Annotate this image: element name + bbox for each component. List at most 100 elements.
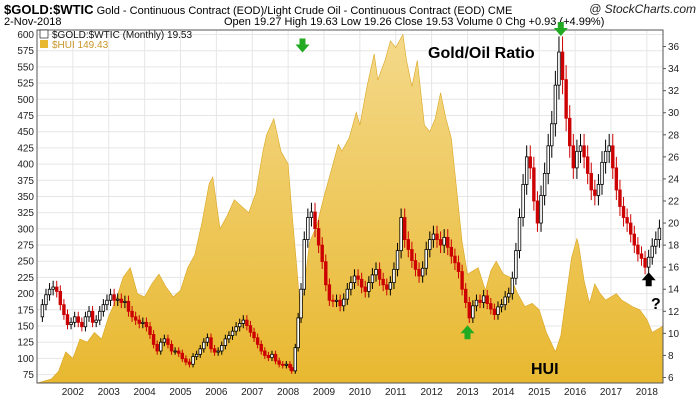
ratio-candle bbox=[646, 256, 651, 268]
ratio-candle bbox=[87, 310, 91, 318]
x-tick-label: 2009 bbox=[313, 387, 336, 398]
ratio-candle bbox=[205, 337, 210, 343]
left-tick-label: 600 bbox=[17, 30, 34, 41]
left-tick-label: 225 bbox=[17, 273, 34, 284]
right-tick-label: 34 bbox=[668, 64, 680, 75]
ratio-candle bbox=[456, 262, 461, 272]
ratio-candle bbox=[564, 79, 568, 119]
hui-label: HUI bbox=[531, 361, 559, 378]
ratio-candle bbox=[460, 271, 464, 290]
ratio-candle bbox=[550, 123, 554, 147]
ratio-candle bbox=[621, 206, 626, 218]
ohlc-readout: Open 19.27 High 19.63 Low 19.26 Close 19… bbox=[224, 16, 605, 28]
ratio-candle bbox=[420, 267, 425, 277]
ratio-candle bbox=[399, 217, 403, 252]
arrow-markers bbox=[295, 22, 656, 340]
x-tick-label: 2014 bbox=[492, 387, 515, 398]
ratio-candle bbox=[539, 195, 543, 224]
ratio-candle bbox=[327, 284, 332, 301]
legend-swatch-ratio bbox=[39, 29, 49, 39]
ratio-candle bbox=[607, 145, 611, 152]
ratio-candle bbox=[650, 245, 654, 258]
ratio-candle bbox=[578, 145, 583, 152]
ratio-candle bbox=[248, 325, 253, 333]
ratio-candle bbox=[270, 353, 274, 359]
ratio-candle bbox=[230, 330, 235, 336]
ratio-candle bbox=[58, 291, 63, 306]
left-axis-hui: 75 100 125 150 175 200 225 250 275 300 325 350 375 40… bbox=[17, 30, 34, 381]
ratio-candle bbox=[296, 317, 300, 349]
ratio-candle bbox=[202, 341, 206, 350]
x-tick-label: 2013 bbox=[456, 387, 479, 398]
x-tick-label: 2018 bbox=[636, 387, 659, 398]
ratio-candle bbox=[169, 343, 174, 352]
ratio-candle bbox=[220, 345, 224, 352]
ratio-candle bbox=[290, 367, 294, 372]
right-tick-label: 22 bbox=[668, 196, 680, 207]
ratio-candle bbox=[288, 363, 292, 368]
arrow-down-icon bbox=[553, 22, 568, 36]
ratio-candle bbox=[625, 217, 629, 224]
ratio-candle bbox=[542, 173, 547, 196]
ratio-candle bbox=[216, 350, 220, 353]
plot-frame bbox=[36, 29, 664, 384]
ratio-candle bbox=[105, 299, 109, 306]
ratio-candle bbox=[600, 161, 604, 185]
ratio-candle bbox=[492, 308, 497, 316]
ratio-candle bbox=[273, 353, 278, 362]
ratio-candle bbox=[263, 350, 267, 356]
left-tick-label: 150 bbox=[17, 322, 34, 333]
ratio-candle bbox=[184, 358, 188, 363]
symbol-label: $GOLD:$WTIC bbox=[4, 2, 94, 17]
left-tick-label: 425 bbox=[17, 143, 34, 154]
ratio-candle bbox=[377, 268, 382, 280]
ratio-candle bbox=[108, 294, 113, 301]
ratio-candle bbox=[568, 117, 572, 147]
ratio-candle bbox=[166, 338, 170, 345]
left-tick-label: 375 bbox=[17, 176, 34, 187]
ratio-candle bbox=[277, 360, 281, 365]
ratio-candle bbox=[517, 217, 522, 252]
ratio-candle bbox=[352, 275, 357, 284]
ratio-candle bbox=[180, 352, 184, 360]
ratio-candle bbox=[55, 286, 59, 292]
ratio-candle bbox=[575, 150, 579, 169]
ratio-candle bbox=[571, 145, 576, 169]
ratio-candle bbox=[611, 145, 615, 169]
ratio-candle bbox=[123, 300, 127, 303]
ratio-candle bbox=[237, 323, 242, 328]
ratio-candle bbox=[245, 319, 249, 327]
x-tick-label: 2012 bbox=[420, 387, 443, 398]
ratio-candle bbox=[342, 298, 346, 307]
ratio-candle bbox=[101, 304, 106, 312]
ratio-candle bbox=[259, 343, 263, 352]
ratio-candle bbox=[98, 310, 102, 321]
stockcharts-logo: @ StockCharts.com bbox=[589, 2, 696, 16]
right-tick-label: 20 bbox=[668, 219, 680, 230]
x-tick-label: 2010 bbox=[349, 387, 372, 398]
ratio-candle bbox=[252, 331, 256, 339]
right-tick-label: 6 bbox=[668, 373, 674, 384]
left-tick-label: 575 bbox=[17, 46, 34, 57]
legend-hui: $HUI 149.43 bbox=[52, 40, 109, 51]
x-tick-label: 2015 bbox=[528, 387, 551, 398]
right-tick-label: 18 bbox=[668, 241, 680, 252]
right-tick-label: 30 bbox=[668, 108, 680, 119]
ratio-candle bbox=[514, 250, 518, 279]
left-tick-label: 550 bbox=[17, 62, 34, 73]
ratio-candle bbox=[266, 355, 271, 359]
left-tick-label: 175 bbox=[17, 305, 34, 316]
right-tick-label: 14 bbox=[668, 285, 680, 296]
ratio-candle bbox=[133, 316, 138, 321]
ratio-candle bbox=[162, 338, 167, 343]
ratio-candle bbox=[657, 227, 662, 240]
ratio-candle bbox=[338, 299, 342, 307]
ratio-candle bbox=[356, 275, 360, 280]
ratio-candle bbox=[223, 338, 228, 346]
x-tick-label: 2002 bbox=[62, 387, 85, 398]
left-tick-label: 525 bbox=[17, 79, 34, 90]
chart-header-title: $GOLD:$WTIC Gold - Continuous Contract (… bbox=[4, 2, 512, 17]
ratio-candle bbox=[532, 167, 536, 202]
ratio-candle bbox=[395, 250, 400, 270]
ratio-candle bbox=[385, 284, 389, 290]
